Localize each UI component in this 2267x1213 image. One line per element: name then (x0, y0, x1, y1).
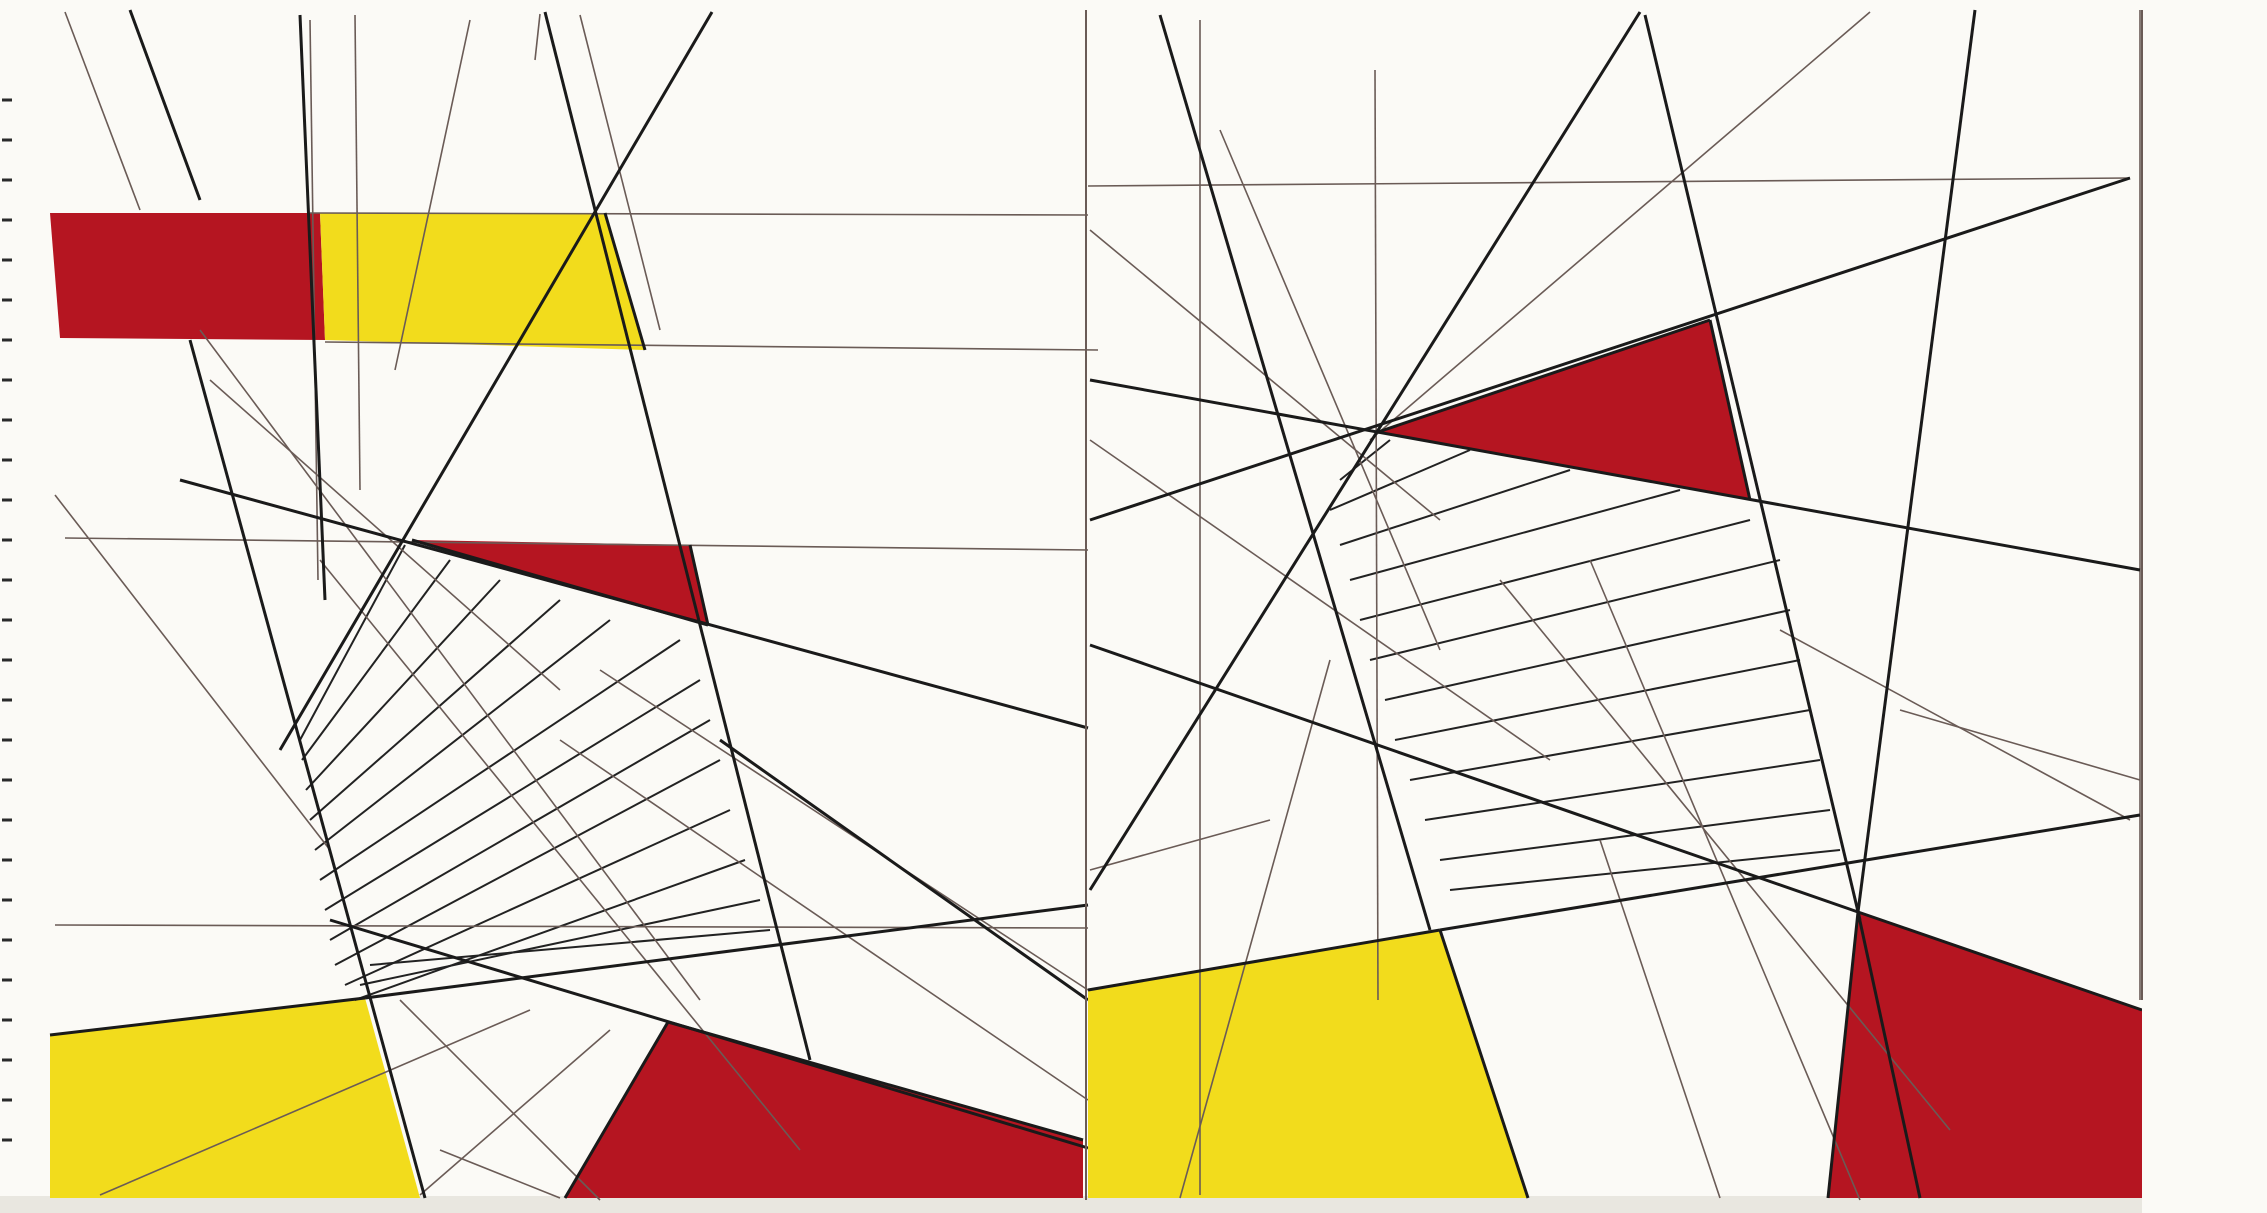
left-top-yellow-bar (320, 213, 645, 350)
binding-edge (2, 98, 12, 1142)
left-ink-lines (49, 9, 1089, 1199)
right-middle-red-triangle (1378, 320, 1750, 500)
left-top-red-bar (50, 213, 325, 340)
left-hatch-area (299, 544, 771, 1001)
paper-bottom-edge (0, 1196, 2267, 1213)
left-bottom-red-shape (565, 1022, 1083, 1198)
right-ink-lines (1087, 9, 2143, 1199)
left-bottom-yellow-shape (50, 998, 420, 1198)
right-hatch-area (1329, 439, 1841, 891)
right-panel (1087, 9, 2143, 1201)
paper-right-margin (2142, 0, 2267, 1213)
left-pencil-lines (54, 11, 1099, 1201)
left-panel (49, 9, 1099, 1201)
